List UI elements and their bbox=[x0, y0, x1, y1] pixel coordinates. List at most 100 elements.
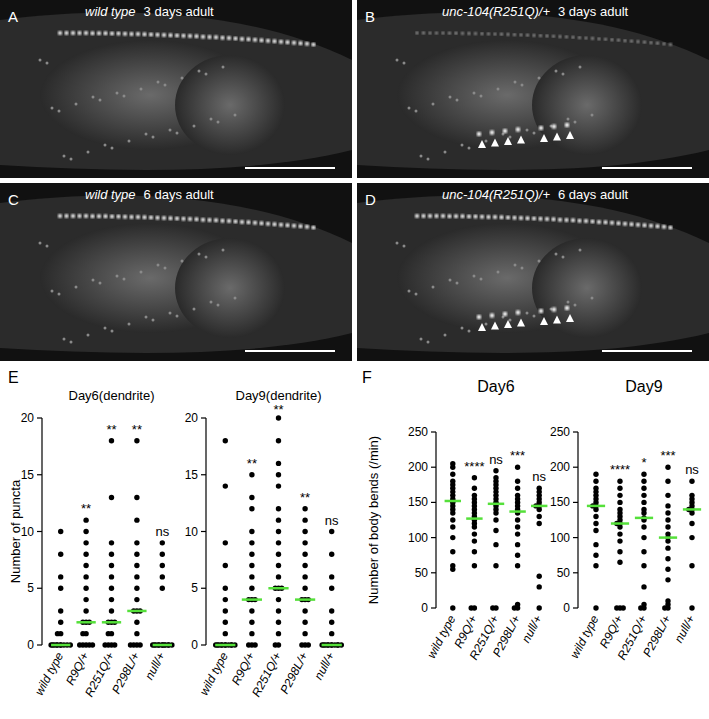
background-spot bbox=[396, 242, 399, 245]
arrowhead bbox=[491, 322, 499, 330]
axon-puncta bbox=[480, 215, 484, 219]
strip-chart: 05101520Day9(dendrite)wild typeR9Q/+**R2… bbox=[185, 388, 344, 699]
data-point bbox=[249, 620, 254, 625]
data-point bbox=[83, 608, 88, 613]
axon-puncta bbox=[624, 39, 627, 42]
background-spot bbox=[574, 121, 577, 124]
axon-puncta bbox=[130, 32, 134, 36]
y-tick bbox=[37, 417, 42, 418]
axon-puncta bbox=[578, 36, 581, 39]
panel-letter: B bbox=[365, 8, 375, 25]
data-point bbox=[134, 620, 139, 625]
data-point bbox=[134, 495, 139, 500]
category-label: P298L/+ bbox=[277, 650, 311, 696]
axon-puncta bbox=[175, 216, 179, 220]
y-tick-label: 10 bbox=[185, 525, 199, 539]
background-spot bbox=[509, 319, 512, 322]
axon-puncta bbox=[84, 31, 88, 35]
arrowhead bbox=[517, 319, 525, 327]
background-spot bbox=[176, 315, 179, 318]
background-spot bbox=[140, 88, 143, 91]
data-point bbox=[450, 472, 455, 477]
axon-puncta bbox=[286, 223, 290, 227]
data-point bbox=[593, 563, 598, 568]
panel-label: wild type6 days adult bbox=[85, 187, 214, 202]
data-point bbox=[537, 574, 542, 579]
data-point bbox=[515, 479, 520, 484]
data-point bbox=[249, 472, 254, 477]
data-point bbox=[302, 574, 307, 579]
data-point bbox=[515, 531, 520, 536]
axon-puncta bbox=[500, 33, 503, 36]
background-spot bbox=[46, 62, 49, 65]
arrowhead bbox=[566, 314, 574, 322]
axon-puncta bbox=[650, 41, 653, 44]
background-spot bbox=[427, 158, 430, 161]
axon-puncta bbox=[416, 32, 419, 35]
data-point bbox=[302, 529, 307, 534]
data-point bbox=[665, 517, 670, 522]
data-point bbox=[537, 584, 542, 589]
axon-puncta bbox=[442, 32, 445, 35]
data-point bbox=[515, 493, 520, 498]
axon-puncta bbox=[143, 32, 147, 36]
axon-puncta bbox=[552, 35, 555, 38]
axon-puncta bbox=[305, 42, 309, 46]
axon-puncta bbox=[214, 35, 218, 39]
data-point bbox=[223, 631, 228, 636]
data-point bbox=[276, 472, 281, 477]
data-point bbox=[617, 479, 622, 484]
background-spot bbox=[145, 316, 148, 319]
axon-puncta bbox=[448, 214, 452, 218]
axon-puncta bbox=[643, 223, 647, 227]
y-tick-label: 250 bbox=[408, 425, 428, 439]
data-point bbox=[276, 506, 281, 511]
data-point bbox=[665, 567, 670, 572]
axon-puncta bbox=[591, 219, 595, 223]
axon-puncta bbox=[598, 37, 601, 40]
y-tick bbox=[201, 644, 206, 645]
axon-puncta bbox=[208, 35, 212, 39]
background-spot bbox=[444, 151, 447, 154]
axon-puncta bbox=[656, 42, 659, 45]
axon-puncta bbox=[299, 224, 303, 228]
median-line bbox=[509, 510, 525, 513]
data-point bbox=[276, 540, 281, 545]
data-point bbox=[83, 586, 88, 591]
data-point bbox=[515, 602, 520, 607]
median-line bbox=[127, 610, 146, 613]
axon-puncta bbox=[604, 220, 608, 224]
data-point bbox=[617, 507, 622, 512]
data-point bbox=[593, 553, 598, 558]
background-spot bbox=[514, 264, 517, 267]
y-tick bbox=[573, 537, 578, 538]
data-point bbox=[617, 531, 622, 536]
axon-puncta bbox=[227, 219, 231, 223]
background-spot bbox=[104, 327, 107, 330]
data-point bbox=[665, 531, 670, 536]
data-point bbox=[689, 605, 694, 610]
y-tick-label: 250 bbox=[550, 425, 570, 439]
axon-puncta bbox=[253, 221, 257, 225]
marks bbox=[445, 461, 548, 611]
dendrite-puncta bbox=[539, 309, 543, 313]
background-spot bbox=[579, 249, 582, 252]
image-bg bbox=[0, 183, 352, 361]
data-point bbox=[515, 563, 520, 568]
axon-puncta bbox=[253, 38, 257, 42]
background-spot bbox=[408, 290, 411, 293]
axon-puncta bbox=[136, 215, 140, 219]
significance: **** bbox=[464, 459, 484, 474]
axon-puncta bbox=[461, 32, 464, 35]
background-spot bbox=[514, 81, 517, 84]
data-point bbox=[302, 631, 307, 636]
marks bbox=[213, 415, 344, 647]
significance: *** bbox=[660, 448, 675, 463]
data-point bbox=[109, 552, 114, 557]
axon-puncta bbox=[104, 31, 108, 35]
background-spot bbox=[99, 99, 102, 102]
axon-puncta bbox=[428, 214, 432, 218]
gonad bbox=[532, 238, 642, 338]
background-spot bbox=[51, 107, 54, 110]
panel-label: unc-104(R251Q)/+6 days adult bbox=[442, 187, 629, 202]
